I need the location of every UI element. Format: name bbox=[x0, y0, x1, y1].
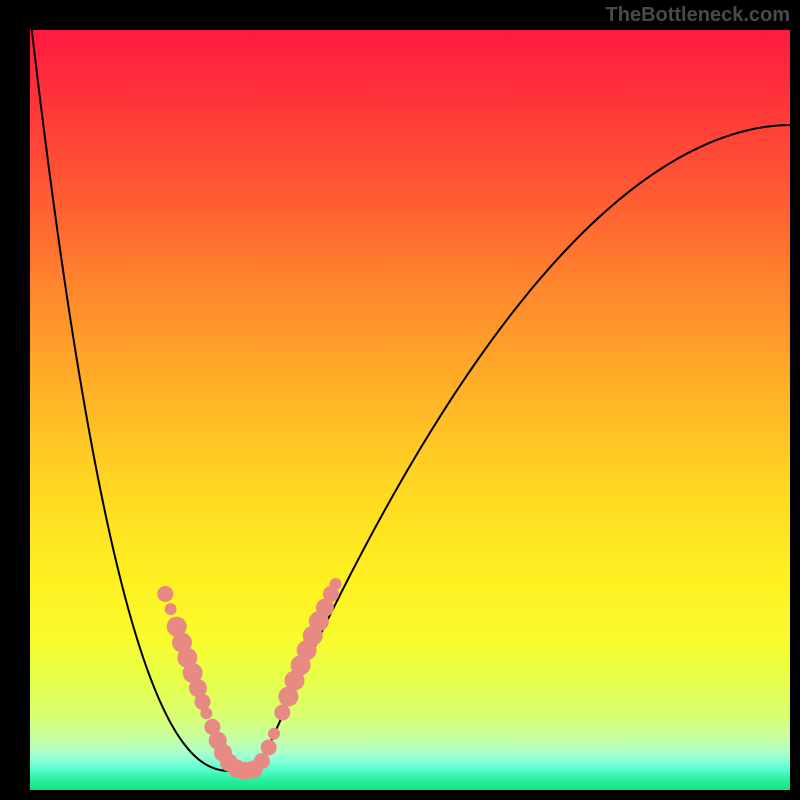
data-marker bbox=[274, 704, 290, 720]
data-marker bbox=[165, 603, 177, 615]
data-marker bbox=[254, 753, 270, 769]
data-marker bbox=[200, 707, 212, 719]
watermark-text: TheBottleneck.com bbox=[606, 4, 790, 27]
plot-area bbox=[30, 30, 790, 790]
curve-layer bbox=[30, 30, 790, 790]
data-marker bbox=[157, 586, 173, 602]
chart-root: TheBottleneck.com bbox=[0, 0, 800, 800]
data-marker bbox=[261, 739, 277, 755]
data-marker bbox=[195, 694, 211, 710]
data-marker bbox=[268, 728, 280, 740]
data-marker bbox=[330, 578, 342, 590]
bottleneck-curve bbox=[30, 30, 790, 773]
